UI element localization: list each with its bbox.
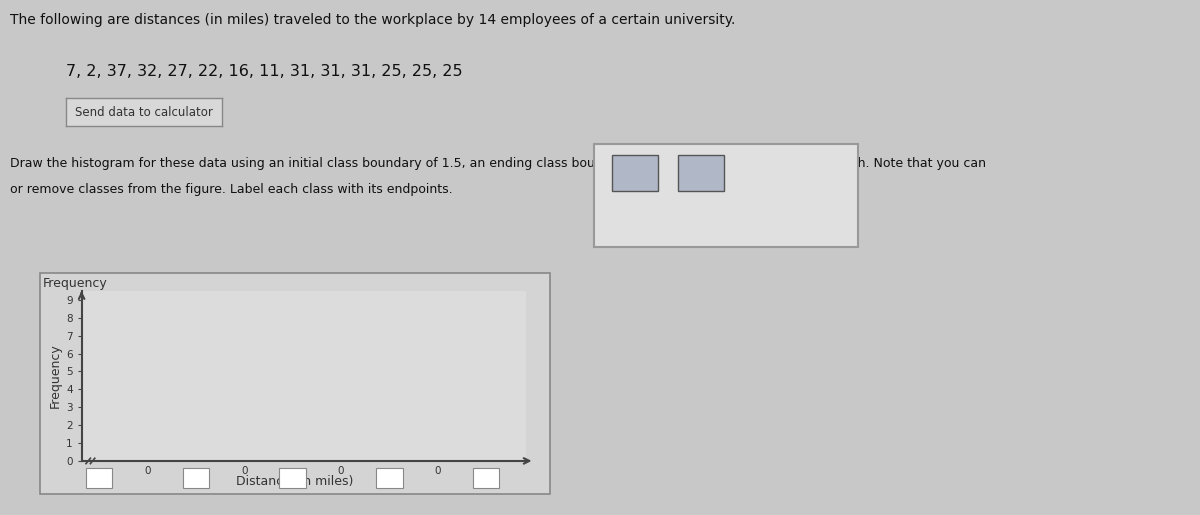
Text: Draw the histogram for these data using an initial class boundary of 1.5, an end: Draw the histogram for these data using … (10, 157, 985, 170)
Text: Send data to calculator: Send data to calculator (76, 106, 212, 118)
Text: Frequency: Frequency (43, 277, 108, 289)
Text: 7, 2, 37, 32, 27, 22, 16, 11, 31, 31, 31, 25, 25, 25: 7, 2, 37, 32, 27, 22, 16, 11, 31, 31, 31… (66, 64, 463, 79)
Text: ↺: ↺ (688, 202, 704, 220)
Text: or remove classes from the figure. Label each class with its endpoints.: or remove classes from the figure. Label… (10, 183, 452, 196)
Y-axis label: Frequency: Frequency (49, 344, 61, 408)
Text: ×: × (616, 202, 632, 220)
Text: ?: ? (763, 202, 773, 220)
Text: The following are distances (in miles) traveled to the workplace by 14 employees: The following are distances (in miles) t… (10, 13, 734, 27)
Text: Distance (in miles): Distance (in miles) (236, 475, 353, 488)
